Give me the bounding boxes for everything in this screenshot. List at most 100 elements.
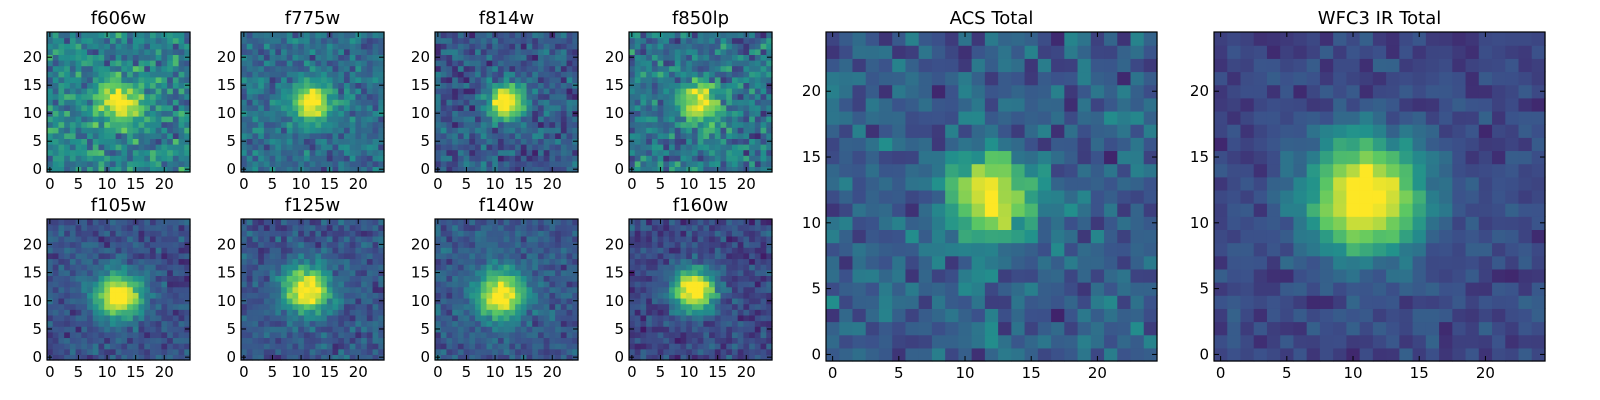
heatmap-cell [64, 166, 71, 173]
heatmap-cell [326, 149, 334, 156]
heatmap-cell [555, 337, 562, 344]
heatmap-cell [726, 166, 733, 173]
heatmap-cell [435, 37, 442, 44]
heatmap-cell [446, 149, 453, 156]
heatmap-cell [720, 132, 727, 139]
heatmap-cell [663, 144, 670, 151]
heatmap-cell [526, 60, 533, 67]
heatmap-cell [252, 230, 259, 237]
heatmap-cell [178, 354, 185, 361]
heatmap-cell [509, 144, 516, 151]
heatmap-cell [355, 99, 362, 106]
heatmap-cell [566, 32, 573, 39]
heatmap-cell [480, 88, 488, 95]
heatmap-cell [275, 121, 282, 128]
heatmap-cell [64, 343, 71, 350]
heatmap-cell [731, 160, 739, 167]
heatmap-cell [697, 127, 704, 134]
heatmap-cell [651, 275, 659, 282]
heatmap-cell [663, 65, 670, 72]
heatmap-cell [537, 71, 545, 78]
heatmap-cell [526, 314, 533, 322]
heatmap-cell [651, 88, 659, 95]
heatmap-cell [98, 303, 105, 310]
heatmap-cell [457, 235, 465, 243]
heatmap-cell [121, 337, 128, 344]
heatmap-cell [640, 275, 647, 282]
heatmap-cell [144, 230, 151, 237]
heatmap-cell [52, 138, 60, 145]
heatmap-cell [349, 132, 356, 139]
heatmap-cell [52, 43, 60, 50]
heatmap-cell [549, 43, 556, 50]
heatmap-cell [81, 320, 88, 327]
heatmap-cell [269, 343, 276, 350]
y-tick-label: 15 [411, 76, 430, 94]
heatmap-cell [634, 93, 642, 100]
heatmap-cell [378, 281, 385, 288]
heatmap-cell [731, 303, 739, 310]
heatmap-cell [246, 138, 254, 145]
heatmap-cell [332, 303, 339, 310]
heatmap-cell [743, 343, 750, 350]
heatmap-cell [355, 93, 362, 100]
heatmap-cell [338, 264, 345, 271]
heatmap-cell [149, 155, 157, 162]
heatmap-cell [372, 309, 379, 316]
heatmap-cell [646, 326, 653, 333]
heatmap-cell [509, 343, 516, 350]
heatmap-cell [178, 37, 185, 44]
heatmap-cell [446, 348, 453, 355]
heatmap-cell [149, 303, 157, 310]
heatmap-cell [760, 110, 767, 117]
heatmap-cell [361, 286, 368, 293]
heatmap-cell [332, 337, 339, 344]
heatmap-cell [121, 264, 128, 271]
heatmap-cell [657, 160, 664, 167]
heatmap-cell [298, 127, 305, 134]
heatmap-cell [560, 258, 568, 265]
heatmap-cell [463, 127, 470, 134]
heatmap-cell [709, 155, 716, 162]
heatmap-cell [292, 149, 299, 156]
heatmap-cell [349, 48, 356, 55]
heatmap-cell [754, 149, 762, 156]
heatmap-cell [691, 132, 699, 139]
heatmap-cell [127, 88, 134, 95]
heatmap-cell [104, 48, 111, 55]
heatmap-cell [167, 331, 174, 339]
heatmap-cell [52, 54, 60, 61]
heatmap-cell [98, 88, 105, 95]
heatmap-cell [515, 235, 522, 243]
heatmap-cell [572, 320, 579, 327]
heatmap-cell [326, 160, 334, 167]
heatmap-cell [651, 132, 659, 139]
heatmap-cell [452, 71, 459, 78]
heatmap-cell [497, 88, 505, 95]
heatmap-cell [674, 82, 682, 89]
heatmap-cell [121, 247, 128, 254]
heatmap-cell [372, 314, 379, 322]
heatmap-cell [457, 88, 465, 95]
heatmap-cell [640, 303, 647, 310]
heatmap-cell [47, 348, 54, 355]
heatmap-cell [81, 132, 88, 139]
heatmap-cell [686, 320, 693, 327]
heatmap-cell [109, 76, 117, 83]
heatmap-cell [452, 309, 459, 316]
heatmap-cell [537, 60, 545, 67]
heatmap-cell [446, 230, 453, 237]
heatmap-cell [355, 224, 362, 231]
heatmap-cell [520, 348, 528, 355]
heatmap-cell [361, 76, 368, 83]
heatmap-cell [537, 37, 545, 44]
heatmap-cell [275, 160, 282, 167]
heatmap-cell [697, 297, 704, 305]
heatmap-cell [361, 235, 368, 243]
heatmap-cell [286, 343, 294, 350]
heatmap-cell [737, 166, 744, 173]
heatmap-cell [532, 258, 539, 265]
heatmap-cell [298, 331, 305, 339]
heatmap-cell [343, 303, 351, 310]
heatmap-cell [549, 252, 556, 260]
